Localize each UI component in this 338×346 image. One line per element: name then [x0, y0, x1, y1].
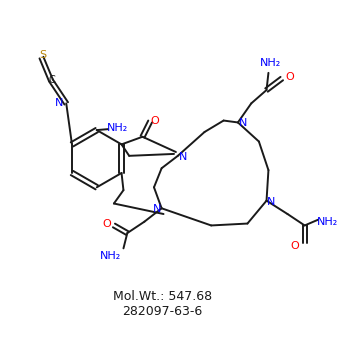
Text: O: O [285, 72, 294, 82]
Text: O: O [291, 242, 299, 252]
Text: 282097-63-6: 282097-63-6 [122, 305, 203, 318]
Text: O: O [150, 116, 159, 126]
Text: N: N [178, 152, 187, 162]
Text: N: N [267, 197, 275, 207]
Text: O: O [102, 219, 111, 229]
Text: C: C [49, 75, 55, 85]
Text: NH₂: NH₂ [260, 58, 281, 68]
Text: Mol.Wt.: 547.68: Mol.Wt.: 547.68 [113, 290, 212, 302]
Text: NH₂: NH₂ [107, 123, 128, 133]
Text: NH₂: NH₂ [317, 217, 338, 227]
Text: S: S [39, 50, 46, 60]
Text: N: N [239, 118, 247, 128]
Text: N: N [54, 98, 63, 108]
Text: NH₂: NH₂ [99, 251, 121, 261]
Text: N: N [153, 204, 161, 214]
